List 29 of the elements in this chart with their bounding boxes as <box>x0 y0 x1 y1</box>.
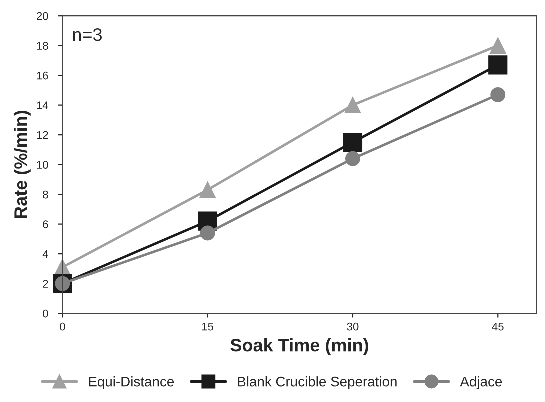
point <box>490 38 506 54</box>
x-axis-title: Soak Time (min) <box>230 338 368 356</box>
x-tick-label: 30 <box>347 322 359 331</box>
y-tick-label: 2 <box>43 280 48 288</box>
annotation: n=3 <box>73 28 102 42</box>
point <box>343 132 363 152</box>
x-tick-label: 0 <box>60 322 66 331</box>
legend-label: Adjace <box>460 376 502 390</box>
y-tick-label: 10 <box>37 161 48 169</box>
y-tick-label: 20 <box>36 12 48 20</box>
y-tick-label: 12 <box>37 131 48 140</box>
y-tick-label: 8 <box>43 190 48 199</box>
point <box>200 182 216 198</box>
legend-label: Blank Crucible Seperation <box>238 376 397 390</box>
y-axis-title: Rate (%/min) <box>14 111 31 218</box>
y-tick-label: 14 <box>37 102 48 110</box>
point <box>200 226 216 241</box>
y-tick-label: 4 <box>42 250 48 258</box>
point <box>344 97 362 114</box>
y-tick-label: 6 <box>43 220 48 228</box>
point <box>346 151 360 166</box>
y-tick-label: 18 <box>37 42 48 50</box>
point <box>488 56 508 75</box>
x-tick-label: 45 <box>492 322 504 331</box>
x-tick-label: 15 <box>202 322 214 331</box>
y-tick-label: 16 <box>37 72 48 80</box>
point <box>490 87 506 102</box>
y-tick-label: 0 <box>43 310 48 318</box>
legend-label: Equi-Distance <box>89 376 174 390</box>
